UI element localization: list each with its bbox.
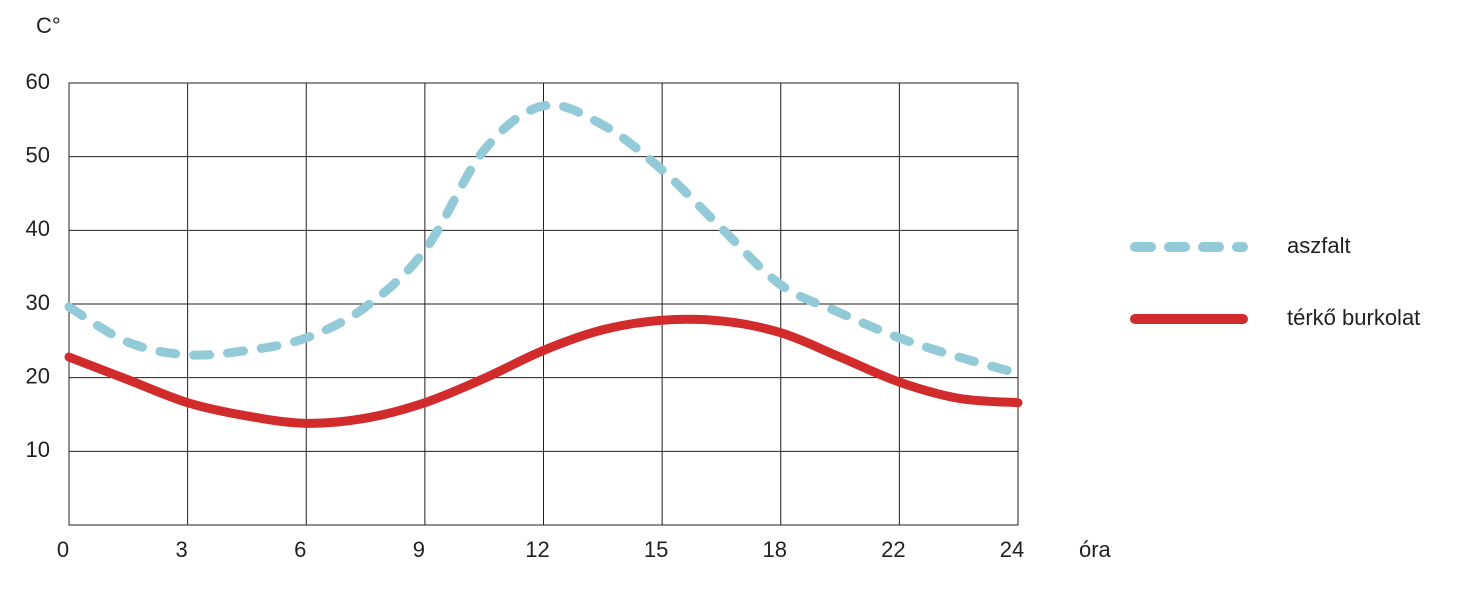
line-series <box>64 100 1023 378</box>
x-tick-label: 22 <box>881 537 905 562</box>
x-tick-label: 9 <box>413 537 425 562</box>
y-tick-label: 40 <box>26 216 50 241</box>
x-tick-label: 3 <box>176 537 188 562</box>
x-tick-label: 6 <box>294 537 306 562</box>
x-tick-label: 12 <box>525 537 549 562</box>
x-tick-label: 0 <box>57 537 69 562</box>
line-series <box>64 314 1023 428</box>
y-tick-label: 30 <box>26 290 50 315</box>
y-axis-label: C° <box>36 13 61 38</box>
x-tick-label: 24 <box>1000 537 1024 562</box>
x-tick-label: 18 <box>763 537 787 562</box>
x-tick-label: 15 <box>644 537 668 562</box>
x-axis-label: óra <box>1079 537 1112 562</box>
y-tick-label: 20 <box>26 363 50 388</box>
y-tick-label: 10 <box>26 437 50 462</box>
legend-label: aszfalt <box>1287 233 1351 258</box>
y-tick-label: 60 <box>26 69 50 94</box>
legend-label: térkő burkolat <box>1287 305 1420 330</box>
y-tick-label: 50 <box>26 142 50 167</box>
